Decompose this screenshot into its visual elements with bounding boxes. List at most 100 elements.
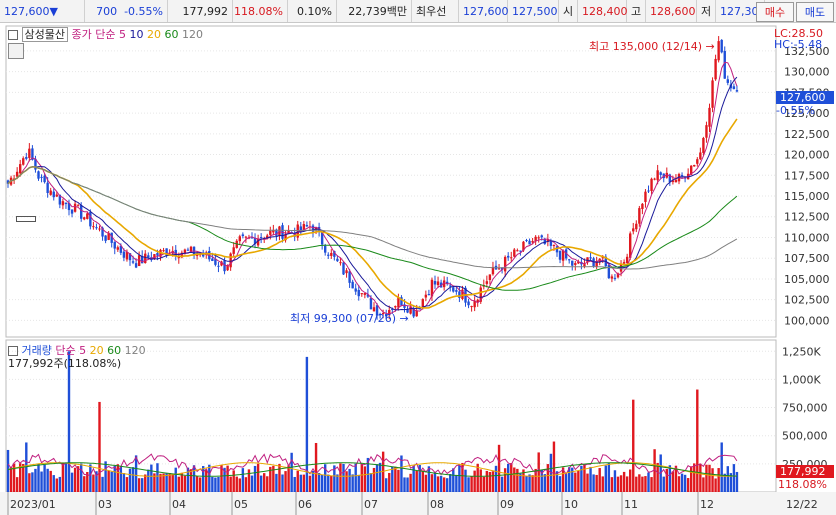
volume-bar [150,464,153,492]
candle-body [95,227,98,229]
candle-body [348,271,351,283]
volume-bar [259,475,263,492]
volume-bar [571,467,574,492]
volume-bar [528,474,531,492]
volume-bar [357,474,360,492]
candle-body [241,234,245,237]
candle-body [589,257,592,259]
volume-ma20-line [7,462,737,477]
volume-bar [229,476,232,492]
candle-body [336,258,339,262]
candle-body [183,249,187,254]
candle-body [412,308,415,317]
volume-bar [583,463,586,492]
best-ask: 127,600 [459,0,509,22]
stock-chart[interactable]: 132,500130,000127,500125,000122,500120,0… [0,22,836,515]
volume-bar [500,476,504,492]
price-change-value: 700 [96,4,118,18]
volume-tag: 177,992 [776,465,834,478]
candle-body [357,289,360,297]
volume-bar [299,474,302,492]
candle-body [354,288,357,292]
candle-body [650,178,653,191]
volume-bar [67,351,71,492]
sell-button[interactable]: 매도 [796,2,834,22]
stock-name[interactable]: 삼성물산 [21,27,68,42]
candle-body [351,281,354,289]
candle-body [92,226,95,228]
candle-body [446,281,449,285]
volume-bar [531,475,534,492]
candle-body [55,194,58,197]
y-tick-label: 120,000 [784,149,830,162]
candle-body [458,291,461,298]
volume-y-tick: 500,000 [782,430,828,443]
volume-bar [366,457,370,492]
candle-body [696,159,699,164]
candle-body [324,245,327,253]
volume-bar [73,467,77,492]
candle-body [699,152,702,160]
volume-bar [40,471,43,492]
buy-button[interactable]: 매수 [756,2,794,22]
volume-bar [131,467,135,492]
candle-body [723,50,726,79]
volume-bar [653,449,656,492]
candle-body [467,301,470,306]
volume-bar [485,470,489,492]
volume-bar [189,469,193,492]
volume-bar [28,473,31,492]
volume-bar [205,469,208,492]
candle-body [119,245,123,253]
y-tick-label: 122,500 [784,128,830,141]
volume-bar [723,473,726,492]
candle-body [531,241,534,243]
volume-bar [275,473,278,492]
candle-body [381,313,385,315]
candle-body [568,259,571,261]
volume-ratio: 118.08% [233,0,288,22]
volume-bar [208,464,211,492]
volume-bar [561,467,565,492]
candle-body [366,294,370,297]
volume-bar [540,469,543,492]
volume-bar [296,470,299,492]
volume-bar [238,478,241,492]
candle-body [122,251,126,258]
volume-bar [226,465,229,492]
y-tick-label: 102,500 [784,294,830,307]
volume-bar [406,477,409,492]
volume-bar [375,464,379,492]
x-tick-label: 05 [234,498,248,511]
candle-body [403,304,406,308]
candle-body [46,182,49,193]
candle-body [259,237,263,239]
candle-body [632,228,635,232]
candle-body [110,232,113,243]
candle-body [647,190,650,192]
ma10-label: 10 [129,28,144,41]
x-tick-label: 04 [172,498,186,511]
candle-body [415,310,418,317]
volume-bar [674,465,678,492]
current-price: 127,600 ▼ [0,0,85,22]
volume-bar [647,472,650,492]
candle-body [693,165,696,167]
candle-body [202,253,205,257]
volume-bar [241,468,245,492]
volume-bar [452,468,455,492]
volume-bar [568,467,571,492]
volume-bar [668,465,672,492]
volume-bar [702,477,705,492]
volume-bar [683,474,687,492]
volume-bar [250,475,254,492]
settings-icon[interactable] [8,43,24,59]
volume-bar [729,473,733,492]
low-annotation: 최저 99,300 (07/26) → [290,310,409,326]
candle-body [388,310,391,316]
collapse-icon[interactable] [8,30,18,40]
volume-bar [110,471,113,492]
scroll-marker[interactable] [16,216,36,222]
volume-bar [488,472,492,492]
volume-bar [12,463,16,492]
